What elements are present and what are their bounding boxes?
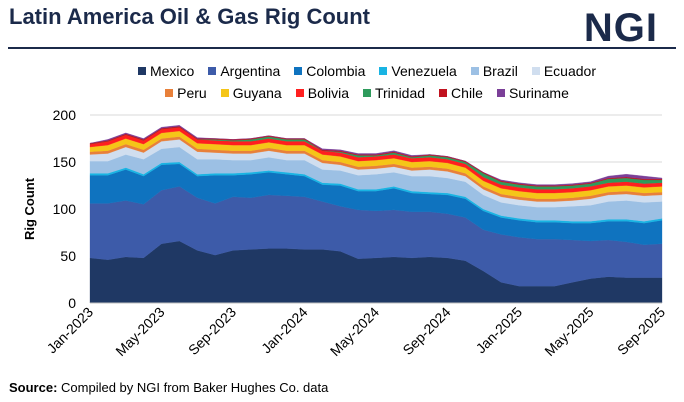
legend-item-suriname: Suriname [496, 82, 569, 104]
legend-swatch [470, 67, 479, 75]
x-tick-label: Jan-2025 [473, 304, 526, 357]
x-tick-label: Jan-2024 [258, 304, 311, 357]
x-tick-label: May-2023 [112, 304, 167, 359]
legend-row: Mexico Argentina Colombia Venezuela Brazil Ec… [60, 60, 674, 82]
chart-legend: Mexico Argentina Colombia Venezuela Brazil Ec… [60, 60, 674, 104]
legend-swatch [379, 67, 388, 75]
legend-item-guyana: Guyana [220, 82, 282, 104]
legend-label: Guyana [232, 85, 282, 101]
legend-label: Argentina [220, 63, 281, 79]
x-tick-label: Jan-2023 [44, 304, 97, 357]
legend-swatch [208, 67, 217, 75]
legend-row: Peru Guyana Bolivia Trinidad Chile Suriname [60, 82, 674, 104]
legend-item-argentina: Argentina [208, 60, 280, 82]
legend-label: Peru [177, 85, 207, 101]
legend-label: Ecuador [543, 63, 596, 79]
y-tick-label: 100 [53, 201, 77, 217]
x-tick-label: Sep-2024 [399, 304, 453, 358]
legend-swatch [165, 89, 174, 97]
legend-item-chile: Chile [439, 82, 483, 104]
x-tick-label: Sep-2025 [614, 304, 668, 358]
legend-swatch [531, 67, 540, 75]
y-tick-label: 50 [60, 248, 76, 264]
legend-swatch [295, 89, 304, 97]
y-tick-label: 0 [68, 295, 76, 311]
legend-label: Suriname [508, 85, 569, 101]
y-axis-label: Rig Count [22, 177, 37, 240]
y-tick-label: 200 [53, 107, 77, 123]
legend-item-bolivia: Bolivia [295, 82, 349, 104]
legend-label: Brazil [482, 63, 518, 79]
legend-swatch [294, 67, 303, 75]
series-area-suriname [89, 125, 663, 186]
x-tick-label: May-2025 [541, 304, 596, 359]
legend-label: Mexico [149, 63, 195, 79]
legend-item-peru: Peru [165, 82, 207, 104]
legend-label: Venezuela [391, 63, 457, 79]
legend-item-mexico: Mexico [137, 60, 195, 82]
legend-item-colombia: Colombia [294, 60, 365, 82]
source-text: Compiled by NGI from Baker Hughes Co. da… [57, 380, 329, 395]
legend-item-trinidad: Trinidad [362, 82, 426, 104]
legend-swatch [362, 89, 371, 97]
legend-swatch [220, 89, 229, 97]
legend-item-brazil: Brazil [470, 60, 518, 82]
legend-swatch [439, 89, 448, 97]
x-tick-label: Sep-2023 [185, 304, 239, 358]
legend-label: Bolivia [307, 85, 349, 101]
chart-title: Latin America Oil & Gas Rig Count [9, 4, 371, 29]
legend-swatch [137, 67, 146, 75]
y-tick-label: 150 [53, 154, 77, 170]
legend-swatch [496, 89, 505, 97]
legend-label: Chile [451, 85, 483, 101]
source-note: Source: Compiled by NGI from Baker Hughe… [9, 380, 328, 395]
source-label: Source: [9, 380, 58, 395]
legend-label: Colombia [306, 63, 366, 79]
legend-item-ecuador: Ecuador [531, 60, 596, 82]
legend-label: Trinidad [374, 85, 426, 101]
legend-item-venezuela: Venezuela [379, 60, 457, 82]
ngi-logo: NGI [583, 6, 658, 50]
header-divider [8, 47, 676, 49]
x-tick-label: May-2024 [327, 304, 382, 359]
